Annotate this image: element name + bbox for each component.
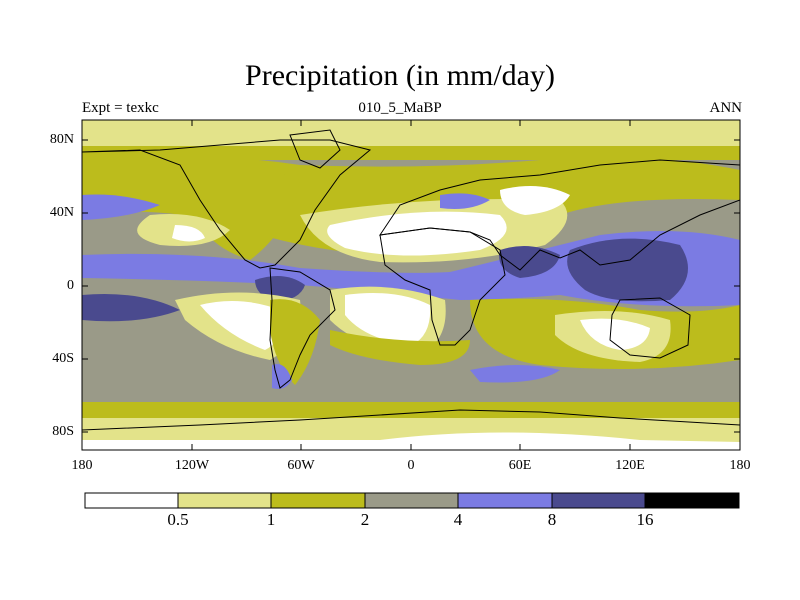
time-label: 010_5_MaBP <box>358 100 442 116</box>
colorbar-label-16: 16 <box>636 510 654 529</box>
lon-label-120e: 120E <box>615 458 645 473</box>
southeast-pacific-wet <box>82 294 180 322</box>
colorbar-label-4: 4 <box>453 510 463 529</box>
south-atlantic-dry <box>345 292 431 345</box>
south-pacific-dry <box>200 301 281 350</box>
colorbar-label-1: 1 <box>266 510 276 529</box>
colorbar <box>84 492 740 509</box>
lon-label-60e: 60E <box>508 458 532 473</box>
coastlines <box>82 129 740 431</box>
north-america-coast <box>82 139 372 269</box>
antarctic-dry <box>82 432 740 450</box>
colorbar-box-3 <box>364 492 459 509</box>
colorbar-box-5 <box>551 492 646 509</box>
australia-dry <box>580 318 650 350</box>
south-america-green <box>270 299 320 385</box>
colorbar-box-4 <box>457 492 553 509</box>
greenland-coast <box>289 129 341 169</box>
colorbar-label-2: 2 <box>360 510 370 529</box>
axis-ticks <box>82 120 740 450</box>
eurasia-coast <box>378 159 740 271</box>
colorbar-box-6 <box>644 492 740 509</box>
sahara-dry <box>327 211 507 256</box>
lon-label-180e: 180 <box>729 458 751 473</box>
arctic-band-mid <box>82 146 740 160</box>
south-atlantic-green <box>330 330 470 365</box>
indian-ocean-heavy <box>499 246 560 278</box>
lat-label-40n: 40N <box>49 205 74 220</box>
season-label: ANN <box>709 100 743 116</box>
lon-label-60w: 60W <box>287 458 315 473</box>
lat-label-40s: 40S <box>52 351 74 366</box>
north-atlantic-wet <box>440 193 490 209</box>
lon-label-180w: 180 <box>71 458 93 473</box>
lon-label-120w: 120W <box>174 458 210 473</box>
lon-label-0: 0 <box>407 458 415 473</box>
arabia-dry <box>500 186 570 215</box>
south-ocean-wet <box>470 365 560 383</box>
lat-label-0: 0 <box>67 278 74 293</box>
pacific-dry-spot <box>172 225 205 242</box>
colorbar-label-0-5: 0.5 <box>167 510 189 529</box>
experiment-label: Expt = texkc <box>82 100 159 116</box>
west-pacific-heavy <box>567 238 688 302</box>
precipitation-field <box>82 120 740 450</box>
lat-label-80s: 80S <box>52 424 74 439</box>
lat-label-80n: 80N <box>49 132 74 147</box>
map-title: Precipitation (in mm/day) <box>245 59 555 92</box>
colorbar-box-1 <box>177 492 272 509</box>
colorbar-box-2 <box>270 492 366 509</box>
colorbar-label-8: 8 <box>547 510 557 529</box>
north-pacific-wet <box>82 194 160 220</box>
australia-coast <box>609 297 691 359</box>
south-america-coast <box>269 267 336 389</box>
antarctica-coast <box>82 409 740 431</box>
colorbar-box-0 <box>84 492 179 509</box>
africa-coast <box>379 227 506 346</box>
